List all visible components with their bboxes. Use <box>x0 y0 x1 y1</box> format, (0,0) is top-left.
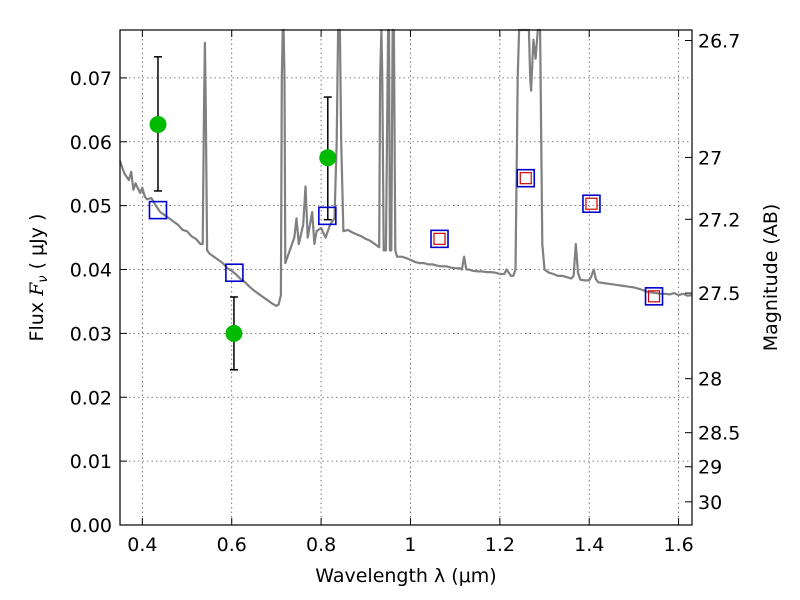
mag-tick-label: 27 <box>698 147 722 169</box>
x-tick-label: 0.8 <box>306 534 336 556</box>
y-tick-label: 0.07 <box>70 68 112 90</box>
y-axis-label-prefix: Flux <box>26 296 48 342</box>
x-tick-label: 1.2 <box>485 534 515 556</box>
observed-point <box>149 116 167 134</box>
x-tick-label: 0.6 <box>217 534 247 556</box>
y-tick-label: 0.02 <box>70 387 112 409</box>
y-axis-label-symbol: F <box>26 282 48 297</box>
mag-tick-label: 30 <box>698 492 722 514</box>
model-band-square <box>644 287 664 306</box>
y-tick-label: 0.05 <box>70 196 112 218</box>
mag-tick-label: 26.7 <box>698 30 740 52</box>
y-axis-label-subscript: ν <box>36 275 51 282</box>
y-tick-label: 0.04 <box>70 260 112 282</box>
x-tick-label: 1 <box>404 534 416 556</box>
model-sed-line <box>118 28 693 307</box>
observed-point <box>319 149 337 167</box>
y-tick-label: 0.06 <box>70 132 112 154</box>
mag-tick-label: 27.5 <box>698 283 740 305</box>
model-band-square <box>225 263 244 283</box>
observed-point <box>225 324 243 342</box>
model-band-inner-square <box>433 232 446 245</box>
y-axis-label-suffix: ( μJy ) <box>26 214 48 276</box>
plot-frame <box>119 29 693 526</box>
model-band-inner-square <box>585 197 598 210</box>
mag-tick-label: 29 <box>698 457 722 479</box>
x-tick-label: 1.4 <box>574 534 604 556</box>
x-axis-label: Wavelength λ (μm) <box>315 565 496 587</box>
model-band-square <box>516 168 536 188</box>
axis-ticks: 0.4 0.6 0.8 1 1.2 1.4 1.6 0.00 0.01 0.02 0.03 0.04 0… <box>70 30 740 556</box>
mag-tick-label: 28 <box>698 369 722 391</box>
x-tick-label: 0.4 <box>127 534 157 556</box>
x-tick-label: 1.6 <box>663 534 693 556</box>
y-tick-label: 0.01 <box>70 451 112 473</box>
y-axis-label: Flux Fν ( μJy ) <box>26 214 51 342</box>
photometry-layer <box>148 56 664 371</box>
model-sed-layer <box>118 28 693 307</box>
y2-axis-label: Magnitude (AB) <box>760 204 782 352</box>
model-band-square <box>318 206 337 226</box>
model-band-inner-square <box>519 172 532 185</box>
model-band-inner-square <box>647 290 661 303</box>
y-tick-label: 0.00 <box>70 515 112 537</box>
model-band-square <box>430 229 449 249</box>
mag-tick-label: 28.5 <box>698 423 740 445</box>
model-band-square <box>582 194 601 214</box>
model-band-square <box>148 200 168 220</box>
grid-lines <box>120 30 692 526</box>
y-tick-label: 0.03 <box>70 323 112 345</box>
mag-tick-label: 27.2 <box>698 209 740 231</box>
